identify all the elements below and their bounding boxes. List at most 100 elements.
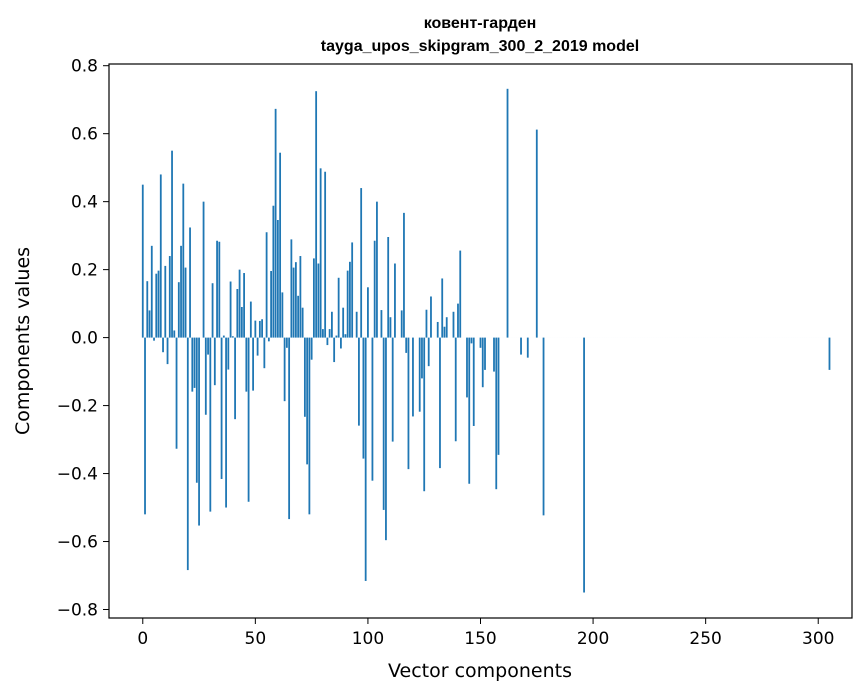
bar: [193, 337, 196, 388]
bar: [405, 337, 408, 353]
bar: [267, 337, 270, 342]
bar: [229, 281, 232, 338]
bar: [425, 309, 428, 338]
bar: [159, 174, 162, 338]
bar: [234, 337, 236, 420]
bar: [202, 201, 205, 338]
bar: [328, 329, 331, 338]
bar: [265, 232, 268, 338]
y-tick-label: 0.4: [71, 193, 98, 213]
bar: [459, 250, 462, 338]
bar: [445, 317, 448, 338]
bar: [292, 267, 295, 338]
bar: [227, 337, 230, 370]
bar: [177, 282, 180, 338]
bar: [231, 336, 234, 338]
bar: [380, 310, 383, 338]
bar: [344, 334, 347, 338]
bar: [423, 337, 426, 492]
bar: [439, 337, 441, 469]
bar: [189, 227, 191, 338]
bar: [204, 337, 207, 415]
bar: [182, 183, 185, 338]
bar: [373, 240, 376, 338]
x-tick-label: 250: [689, 629, 721, 649]
bar: [407, 337, 410, 470]
bar: [427, 337, 430, 367]
bar: [249, 301, 252, 338]
bar: [301, 307, 304, 338]
bar: [207, 337, 209, 355]
bar: [256, 337, 259, 356]
bar: [403, 212, 405, 338]
bar: [195, 337, 198, 483]
chart-title: ковент-гарден: [424, 15, 537, 32]
bar: [385, 337, 387, 541]
bar: [285, 337, 288, 348]
bar: [180, 245, 182, 338]
bar: [468, 337, 471, 484]
bar: [141, 184, 144, 338]
bar: [452, 311, 455, 338]
bar: [276, 220, 279, 338]
y-tick-label: 0.0: [71, 329, 98, 349]
bar: [191, 337, 194, 392]
bar: [367, 287, 369, 338]
bar: [342, 307, 345, 338]
bar: [358, 337, 360, 426]
y-tick-label: −0.6: [57, 533, 98, 553]
bar: [175, 337, 178, 449]
bar: [457, 303, 459, 338]
bar: [166, 337, 169, 365]
bar: [148, 310, 151, 338]
bar: [238, 269, 241, 338]
x-tick-label: 300: [802, 629, 834, 649]
bar: [306, 337, 309, 465]
x-tick-label: 50: [245, 629, 267, 649]
bar: [470, 337, 473, 344]
bar: [270, 270, 273, 338]
bar: [400, 310, 403, 338]
bar: [198, 337, 200, 526]
bar: [346, 270, 349, 338]
bar: [220, 337, 223, 479]
x-tick-label: 150: [464, 629, 496, 649]
bar: [391, 337, 394, 442]
bar: [387, 237, 390, 338]
bar: [297, 295, 300, 338]
bar: [394, 263, 396, 338]
bar: [312, 258, 315, 338]
bar: [247, 337, 250, 502]
bar: [209, 337, 212, 512]
bar: [168, 256, 171, 338]
bar: [441, 278, 444, 338]
bar: [303, 337, 306, 417]
bar: [430, 296, 432, 338]
bar: [290, 239, 293, 338]
bar: [340, 337, 342, 349]
bar: [526, 337, 529, 358]
bar: [335, 335, 338, 338]
bar: [243, 273, 245, 338]
bar: [382, 337, 385, 510]
bar: [186, 337, 189, 571]
bar: [258, 320, 261, 338]
bar: [481, 337, 484, 388]
bar: [364, 337, 367, 581]
bar: [173, 330, 176, 338]
bar: [294, 262, 297, 338]
bar: [225, 337, 227, 508]
bar: [493, 337, 495, 372]
bar: [283, 337, 286, 402]
bar: [436, 321, 439, 338]
bar: [412, 337, 414, 417]
bar: [279, 152, 282, 338]
bar: [535, 129, 538, 338]
bar: [495, 337, 498, 490]
x-tick-label: 200: [577, 629, 609, 649]
bar: [351, 242, 354, 338]
bar: [155, 273, 158, 338]
bar: [171, 150, 173, 338]
bar: [144, 337, 146, 515]
bar: [337, 277, 340, 338]
